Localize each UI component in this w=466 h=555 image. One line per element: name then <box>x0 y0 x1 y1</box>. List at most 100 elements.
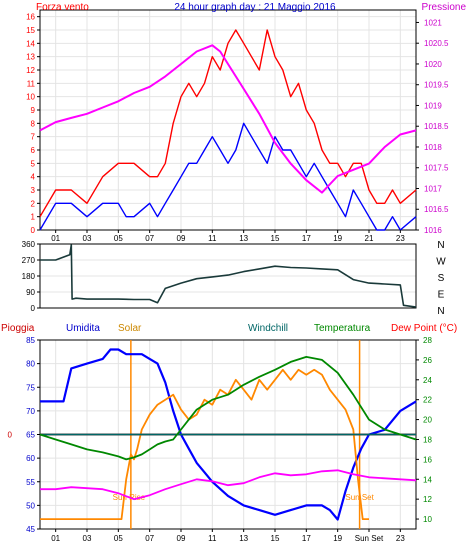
y-tick-label-right: 22 <box>423 396 432 405</box>
x-tick-label: 07 <box>145 534 154 543</box>
series-line-temperatura <box>39 355 417 461</box>
y-tick-label: 80 <box>26 360 35 369</box>
y-tick-label-right: 1020.5 <box>424 39 449 48</box>
compass-label: W <box>436 257 446 268</box>
y-tick-label: 3 <box>31 186 36 195</box>
x-tick-label: 15 <box>271 234 280 243</box>
chart-title: 24 hour graph day : 21 Maggio 2016 <box>174 2 336 13</box>
plot-frame <box>39 9 417 231</box>
x-tick-label: 09 <box>177 534 186 543</box>
y-tick-label-right: 10 <box>423 515 432 524</box>
y-tick-label: 11 <box>27 79 36 88</box>
x-tick-label: 17 <box>302 534 311 543</box>
series-line-wind-direction <box>40 244 417 308</box>
x-tick-label: 13 <box>239 534 248 543</box>
y-tick-label: 180 <box>22 272 36 281</box>
y-tick-label-right: 1016 <box>424 226 442 235</box>
y-tick-label: 12 <box>26 66 35 75</box>
y-tick-label: 75 <box>26 383 35 392</box>
legend-item: Temperatura <box>314 323 371 334</box>
y-tick-label: 1 <box>31 213 36 222</box>
x-tick-label: 03 <box>83 534 92 543</box>
series-line-solar <box>40 368 369 520</box>
series-line-pressione <box>39 44 417 194</box>
x-tick-label: 01 <box>51 234 60 243</box>
y-tick-label-right: 1020 <box>424 60 442 69</box>
y-tick-label-right: 20 <box>423 416 432 425</box>
x-tick-label: 21 <box>365 234 374 243</box>
y-tick-label: 15 <box>26 26 35 35</box>
y-tick-label: 270 <box>22 256 36 265</box>
y-tick-label-right: 1017.5 <box>424 164 449 173</box>
x-tick-label: 19 <box>333 534 342 543</box>
series-line-dew-point-c- <box>40 469 417 501</box>
y-tick-label: 7 <box>31 133 36 142</box>
right-axis-label: Pressione <box>422 2 466 13</box>
y-tick-label: 0 <box>31 304 36 313</box>
y-tick-label: 8 <box>31 119 36 128</box>
x-tick-label: 13 <box>239 234 248 243</box>
y-tick-label-right: 24 <box>423 376 432 385</box>
y-tick-label-right: 1019.5 <box>424 81 449 90</box>
y-tick-label: 5 <box>31 159 36 168</box>
compass-label: E <box>438 290 445 301</box>
y-tick-label-right: 1021 <box>424 18 442 27</box>
y-tick-label: 85 <box>26 336 35 345</box>
y-tick-label: 9 <box>31 106 36 115</box>
x-tick-label: 11 <box>208 234 217 243</box>
y-tick-label-right: 1018.5 <box>424 122 449 131</box>
y-tick-label-right: 26 <box>423 356 432 365</box>
x-tick-label: 03 <box>83 234 92 243</box>
compass-label: N <box>437 306 444 317</box>
y-tick-label: 13 <box>26 53 35 62</box>
x-tick-label: 07 <box>145 234 154 243</box>
x-tick-label: 11 <box>208 534 217 543</box>
y-tick-label: 90 <box>26 288 35 297</box>
y-tick-label: 45 <box>26 525 35 534</box>
x-tick-label: 17 <box>302 234 311 243</box>
compass-label: S <box>438 273 445 284</box>
x-tick-label: 01 <box>51 534 60 543</box>
y-tick-label: 2 <box>31 199 36 208</box>
rain-zero-label: 0 <box>8 431 13 440</box>
legend-item: Pioggia <box>1 323 35 334</box>
y-tick-label: 360 <box>22 240 36 249</box>
y-tick-label-right: 14 <box>423 475 432 484</box>
x-tick-label: 05 <box>114 234 123 243</box>
y-tick-label-right: 1016.5 <box>424 205 449 214</box>
series-line-umidita <box>40 348 417 521</box>
y-tick-label: 60 <box>26 454 35 463</box>
y-tick-label-right: 18 <box>423 435 432 444</box>
y-tick-label: 50 <box>26 501 35 510</box>
series-line-forza-vento <box>39 29 417 218</box>
series-line-raffica <box>39 122 417 231</box>
x-tick-label: 09 <box>177 234 186 243</box>
y-tick-label-right: 1018 <box>424 143 442 152</box>
x-tick-label: 19 <box>333 234 342 243</box>
x-tick-label: 15 <box>271 534 280 543</box>
y-tick-label-right: 16 <box>423 455 432 464</box>
y-tick-label: 55 <box>26 478 35 487</box>
y-tick-label: 70 <box>26 407 35 416</box>
x-tick-label: Sun Set <box>355 534 384 543</box>
y-tick-label-right: 28 <box>423 336 432 345</box>
left-axis-label: Forza vento <box>36 2 89 13</box>
legend-item: Solar <box>118 323 142 334</box>
compass-label: N <box>437 240 444 251</box>
legend-item: Windchill <box>248 323 288 334</box>
y-tick-label: 0 <box>31 226 36 235</box>
y-tick-label-right: 1017 <box>424 184 442 193</box>
x-tick-label: 23 <box>396 234 405 243</box>
x-tick-label: 23 <box>396 534 405 543</box>
y-tick-label: 10 <box>26 93 35 102</box>
y-tick-label: 14 <box>26 39 35 48</box>
y-tick-label: 6 <box>31 146 36 155</box>
y-tick-label: 16 <box>26 13 35 22</box>
y-tick-label-right: 1019 <box>424 101 442 110</box>
x-tick-label: 05 <box>114 534 123 543</box>
legend-item: Dew Point (°C) <box>391 323 457 334</box>
y-tick-label-right: 12 <box>423 495 432 504</box>
y-tick-label: 4 <box>31 173 36 182</box>
